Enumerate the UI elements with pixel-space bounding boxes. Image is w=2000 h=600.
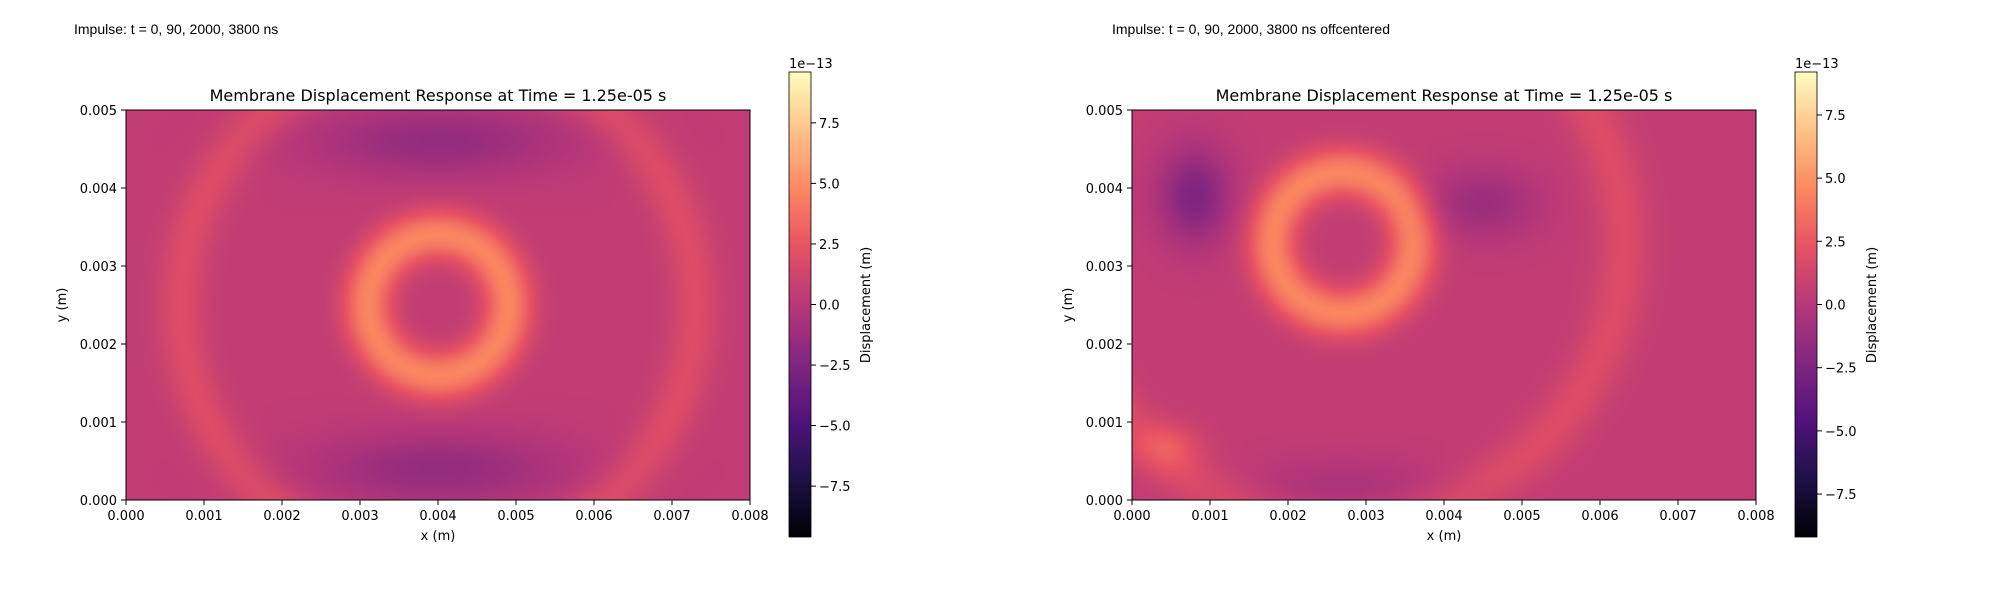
colorbar-tick-label-left: 7.5 xyxy=(819,117,840,132)
colorbar-tick-label-right: −5.0 xyxy=(1825,425,1857,440)
colorbar-tick-label-right: 5.0 xyxy=(1825,172,1846,187)
colorbar-tick-label-left: −2.5 xyxy=(819,359,851,374)
colorbar-tick-label-right: 7.5 xyxy=(1825,109,1846,124)
x-tick-label-left: 0.001 xyxy=(185,509,222,524)
x-tick-label-right: 0.001 xyxy=(1191,509,1228,524)
chart-title-right: Membrane Displacement Response at Time =… xyxy=(1216,86,1673,105)
x-tick-label-right: 0.008 xyxy=(1737,509,1774,524)
heatmap-left xyxy=(126,110,750,500)
y-tick-label-left: 0.003 xyxy=(80,260,117,275)
chart-panel-right: Membrane Displacement Response at Time =… xyxy=(1061,57,1880,544)
x-ticks-right: 0.000 0.001 0.002 0.003 0.004 0.005 0.006 0.007… xyxy=(1113,500,1775,524)
colorbar-tick-label-right: −7.5 xyxy=(1825,488,1857,503)
colorbar-tick-label-right: −2.5 xyxy=(1825,362,1857,377)
y-axis-label-right: y (m) xyxy=(1061,288,1076,323)
y-tick-label-right: 0.004 xyxy=(1086,182,1123,197)
colorbar-right xyxy=(1795,72,1817,537)
colorbar-left xyxy=(789,72,811,537)
colorbar-tick-label-left: 0.0 xyxy=(819,299,840,314)
x-axis-label-left: x (m) xyxy=(421,529,456,544)
colorbar-tick-label-right: 2.5 xyxy=(1825,235,1846,250)
colorbar-ticks-left: −7.5 −5.0 −2.5 0.0 2.5 5.0 7.5 xyxy=(811,117,851,495)
caption-right: Impulse: t = 0, 90, 2000, 3800 ns offcen… xyxy=(1112,21,1390,37)
x-tick-label-left: 0.005 xyxy=(497,509,534,524)
y-tick-label-right: 0.000 xyxy=(1086,494,1123,509)
y-tick-label-left: 0.001 xyxy=(80,416,117,431)
x-tick-label-right: 0.000 xyxy=(1113,509,1150,524)
x-tick-label-right: 0.003 xyxy=(1347,509,1384,524)
colorbar-tick-label-left: −5.0 xyxy=(819,420,851,435)
colorbar-label-right: Displacement (m) xyxy=(1865,247,1880,363)
colorbar-tick-label-left: 2.5 xyxy=(819,238,840,253)
colorbar-tick-label-left: 5.0 xyxy=(819,177,840,192)
x-tick-label-right: 0.004 xyxy=(1425,509,1462,524)
y-tick-label-right: 0.005 xyxy=(1086,104,1123,119)
x-tick-label-left: 0.008 xyxy=(731,509,768,524)
colorbar-scale-left: 1e−13 xyxy=(789,57,833,72)
y-tick-label-left: 0.000 xyxy=(80,494,117,509)
heatmap-right xyxy=(1132,110,1756,500)
colorbar-tick-label-right: 0.0 xyxy=(1825,299,1846,314)
x-axis-label-right: x (m) xyxy=(1427,529,1462,544)
y-tick-label-right: 0.002 xyxy=(1086,338,1123,353)
x-tick-label-right: 0.006 xyxy=(1581,509,1618,524)
x-tick-label-right: 0.005 xyxy=(1503,509,1540,524)
y-tick-label-left: 0.005 xyxy=(80,104,117,119)
y-tick-label-right: 0.003 xyxy=(1086,260,1123,275)
colorbar-tick-label-left: −7.5 xyxy=(819,480,851,495)
colorbar-ticks-right: −7.5 −5.0 −2.5 0.0 2.5 5.0 7.5 xyxy=(1817,109,1857,503)
x-tick-label-left: 0.006 xyxy=(575,509,612,524)
y-tick-label-right: 0.001 xyxy=(1086,416,1123,431)
x-tick-label-left: 0.000 xyxy=(107,509,144,524)
caption-left: Impulse: t = 0, 90, 2000, 3800 ns xyxy=(74,21,279,37)
y-axis-label-left: y (m) xyxy=(55,288,70,323)
colorbar-label-left: Displacement (m) xyxy=(859,247,874,363)
x-tick-label-left: 0.002 xyxy=(263,509,300,524)
y-tick-label-left: 0.004 xyxy=(80,182,117,197)
x-tick-label-right: 0.002 xyxy=(1269,509,1306,524)
chart-panel-left: Membrane Displacement Response at Time =… xyxy=(55,57,874,544)
x-tick-label-left: 0.003 xyxy=(341,509,378,524)
chart-title-left: Membrane Displacement Response at Time =… xyxy=(210,86,667,105)
x-ticks-left: 0.000 0.001 0.002 0.003 0.004 0.005 0.006 0.007… xyxy=(107,500,769,524)
x-tick-label-left: 0.004 xyxy=(419,509,456,524)
y-ticks-left: 0.000 0.001 0.002 0.003 0.004 0.005 xyxy=(80,104,126,509)
y-tick-label-left: 0.002 xyxy=(80,338,117,353)
x-tick-label-right: 0.007 xyxy=(1659,509,1696,524)
colorbar-scale-right: 1e−13 xyxy=(1795,57,1839,72)
x-tick-label-left: 0.007 xyxy=(653,509,690,524)
y-ticks-right: 0.000 0.001 0.002 0.003 0.004 0.005 xyxy=(1086,104,1132,509)
